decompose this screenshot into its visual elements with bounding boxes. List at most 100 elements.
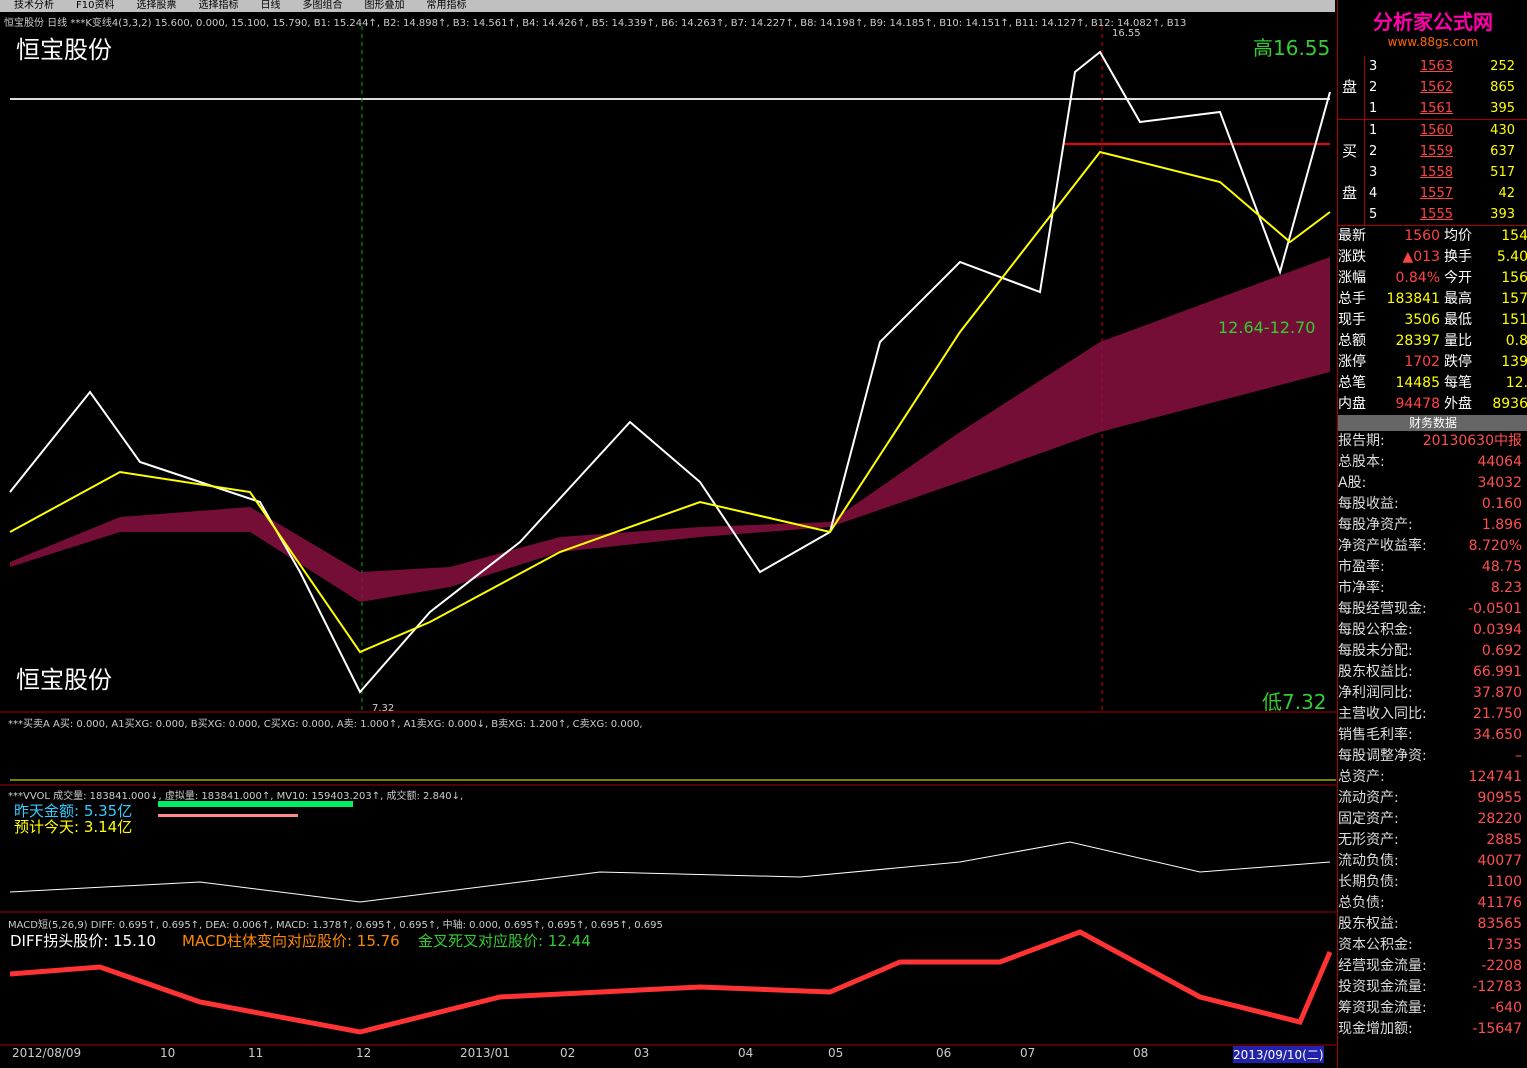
order-volume: 430 bbox=[1490, 123, 1515, 138]
finance-value: 48.75 bbox=[1481, 559, 1522, 575]
quote-value: 3506 bbox=[1404, 312, 1440, 328]
finance-label: 市净率: bbox=[1338, 580, 1385, 596]
order-row: 1 1560 430 bbox=[1365, 120, 1527, 141]
menu-item[interactable]: 多图组合 bbox=[302, 0, 343, 11]
quote-value: 0.8 bbox=[1505, 333, 1527, 349]
bar-price: MACD柱体变向对应股价: 15.76 bbox=[182, 932, 400, 950]
ma-line bbox=[9, 150, 1331, 654]
x-tick-label: 07 bbox=[1020, 1046, 1036, 1060]
finance-value: 0.692 bbox=[1481, 643, 1522, 659]
quote-label: 涨停 bbox=[1338, 354, 1366, 370]
yesterday-amount: 昨天金额: 5.35亿 bbox=[14, 802, 133, 820]
trough-label: 7.32 bbox=[372, 703, 395, 714]
finance-label: 筹资现金流量: bbox=[1338, 1000, 1427, 1016]
finance-value: -12783 bbox=[1472, 979, 1522, 995]
quote-label: 总笔 bbox=[1338, 375, 1366, 391]
quote-value: 156 bbox=[1501, 270, 1527, 286]
order-row: 5 1555 393 bbox=[1365, 204, 1527, 225]
quote-value: ▲013 bbox=[1402, 249, 1441, 265]
chart-area bbox=[0, 26, 1336, 1046]
x-tick-label: 02 bbox=[560, 1046, 576, 1060]
macd-line bbox=[9, 929, 1333, 1035]
low-label: 低7.32 bbox=[1262, 690, 1327, 714]
finance-row: 股东权益: 83565 bbox=[1338, 914, 1527, 935]
finance-row: 现金增加额: -15647 bbox=[1338, 1019, 1527, 1040]
x-tick-label: 10 bbox=[160, 1046, 176, 1060]
quote-row: 总手 183841 最高 157 bbox=[1338, 289, 1527, 310]
quote-value: 139 bbox=[1501, 354, 1527, 370]
price-line bbox=[9, 50, 1331, 694]
finance-label: 资本公积金: bbox=[1338, 937, 1413, 953]
range-label: 12.64-12.70 bbox=[1218, 318, 1316, 337]
order-price: 1558 bbox=[1419, 165, 1453, 180]
order-price: 1555 bbox=[1419, 207, 1453, 222]
x-tick-label: 06 bbox=[936, 1046, 952, 1060]
finance-label: 每股净资产: bbox=[1338, 517, 1413, 533]
quote-label: 量比 bbox=[1444, 333, 1472, 349]
menu-item[interactable]: F10资料 bbox=[76, 0, 115, 11]
x-tick-label: 11 bbox=[248, 1046, 264, 1060]
quote-label: 最新 bbox=[1338, 228, 1366, 244]
finance-value: 66.991 bbox=[1473, 664, 1522, 680]
finance-value: 44064 bbox=[1477, 454, 1522, 470]
order-price: 1563 bbox=[1419, 59, 1453, 74]
finance-row: 净利润同比: 37.870 bbox=[1338, 683, 1527, 704]
quote-value: 0.84% bbox=[1395, 270, 1440, 286]
finance-row: 总负债: 41176 bbox=[1338, 893, 1527, 914]
x-tick-label: 04 bbox=[738, 1046, 754, 1060]
finance-value: 34032 bbox=[1477, 475, 1522, 491]
mv-line bbox=[9, 841, 1331, 903]
quote-label: 均价 bbox=[1444, 228, 1472, 244]
finance-value: 41176 bbox=[1477, 895, 1522, 911]
menu-item[interactable]: 图形叠加 bbox=[364, 0, 405, 11]
x-tick-label: 05 bbox=[828, 1046, 844, 1060]
macd-header: MACD短(5,26,9) DIFF: 0.695↑, 0.695↑, DEA:… bbox=[8, 920, 663, 931]
menu-item[interactable]: 常用指标 bbox=[426, 0, 467, 11]
finance-label: 每股调整净资: bbox=[1338, 748, 1427, 764]
menu-item[interactable]: 日线 bbox=[260, 0, 281, 11]
amount-bar bbox=[158, 814, 298, 817]
amount-bar bbox=[158, 801, 353, 807]
finance-value: – bbox=[1515, 748, 1522, 764]
menu-item[interactable]: 技术分析 bbox=[14, 0, 54, 11]
finance-row: 筹资现金流量: -640 bbox=[1338, 998, 1527, 1019]
finance-value: 37.870 bbox=[1473, 685, 1522, 701]
x-tick-label: 03 bbox=[634, 1046, 650, 1060]
finance-value: 20130630中报 bbox=[1422, 433, 1522, 449]
finance-row: 每股收益: 0.160 bbox=[1338, 494, 1527, 515]
finance-label: 长期负债: bbox=[1338, 874, 1399, 890]
finance-label: 总资产: bbox=[1338, 769, 1385, 785]
order-level: 5 bbox=[1369, 207, 1378, 222]
finance-row: 净资产收益率: 8.720% bbox=[1338, 536, 1527, 557]
order-price: 1561 bbox=[1419, 101, 1453, 116]
finance-title: 财务数据 bbox=[1338, 415, 1527, 431]
order-volume: 395 bbox=[1490, 101, 1515, 116]
quote-value: 151 bbox=[1501, 312, 1527, 328]
finance-row: 流动负债: 40077 bbox=[1338, 851, 1527, 872]
order-price: 1557 bbox=[1419, 186, 1453, 201]
menu-item[interactable]: 选择股票 bbox=[136, 0, 177, 11]
quote-row: 涨跌 ▲013 换手 5.40 bbox=[1338, 247, 1527, 268]
logo-title: 分析家公式网 bbox=[1373, 10, 1493, 34]
x-tick-label: 2013/09/10(二) bbox=[1233, 1046, 1324, 1063]
finance-row: 每股公积金: 0.0394 bbox=[1338, 620, 1527, 641]
finance-label: 每股收益: bbox=[1338, 496, 1399, 512]
finance-value: -15647 bbox=[1472, 1021, 1522, 1037]
finance-label: 主营收入同比: bbox=[1338, 706, 1427, 722]
quote-value: 94478 bbox=[1395, 396, 1440, 412]
finance-value: 21.750 bbox=[1473, 706, 1522, 722]
finance-value: -2208 bbox=[1481, 958, 1522, 974]
quote-row: 涨停 1702 跌停 139 bbox=[1338, 352, 1527, 373]
high-label: 高16.55 bbox=[1253, 36, 1331, 60]
logo-url: www.88gs.com bbox=[1387, 35, 1479, 49]
finance-value: 83565 bbox=[1477, 916, 1522, 932]
finance-value: 90955 bbox=[1477, 790, 1522, 806]
quote-label: 换手 bbox=[1444, 249, 1472, 265]
order-price: 1560 bbox=[1419, 123, 1453, 138]
order-volume: 865 bbox=[1490, 80, 1515, 95]
order-level: 3 bbox=[1369, 165, 1378, 180]
finance-value: 40077 bbox=[1477, 853, 1522, 869]
order-row: 4 1557 42 bbox=[1365, 183, 1527, 204]
finance-row: 市净率: 8.23 bbox=[1338, 578, 1527, 599]
menu-item[interactable]: 选择指标 bbox=[198, 0, 239, 11]
